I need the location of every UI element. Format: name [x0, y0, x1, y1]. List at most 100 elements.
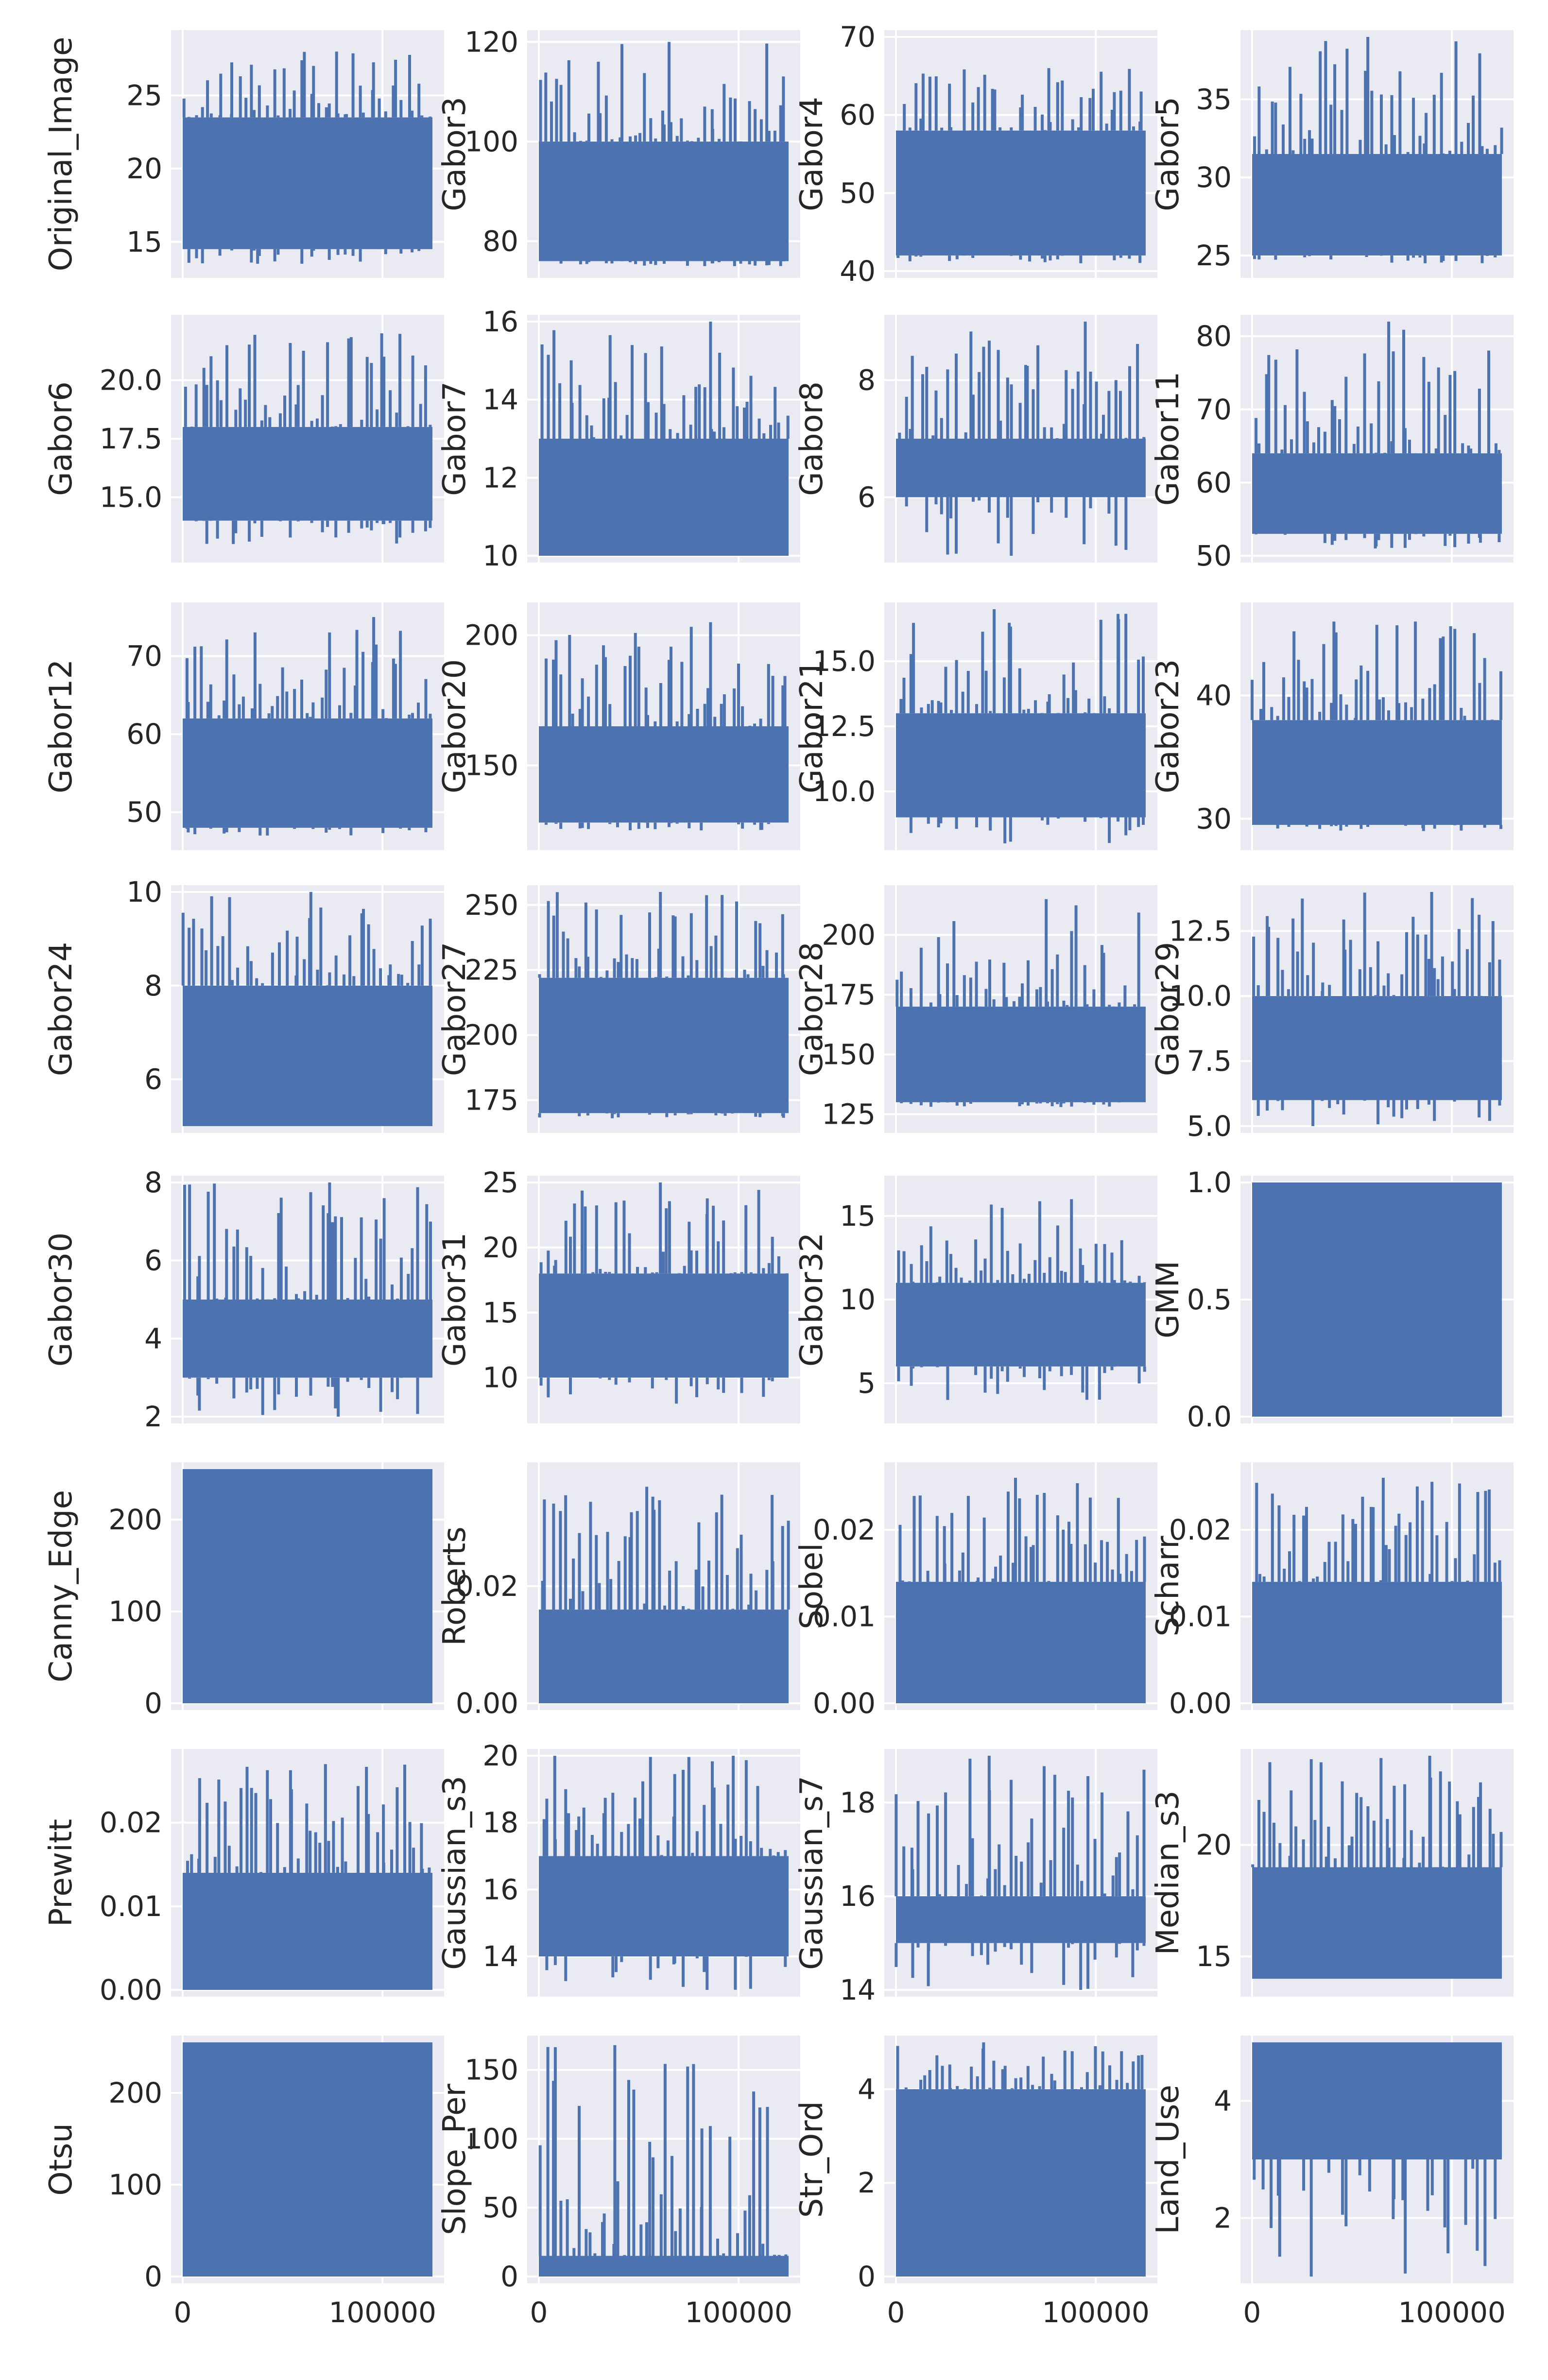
- y-tick-label: 0.00: [813, 1687, 876, 1720]
- y-axis-label: Sobel: [794, 1543, 830, 1629]
- signal-spikes: [539, 42, 785, 266]
- x-tick-label: 100000: [328, 2296, 436, 2329]
- y-tick-label: 0: [858, 2260, 876, 2293]
- y-tick-label: 15: [840, 1199, 876, 1233]
- signal-band: [1252, 2042, 1502, 2159]
- y-axis-label: Land_Use: [1150, 2085, 1186, 2234]
- x-tick-label: 100000: [1398, 2296, 1505, 2329]
- signal-band: [1252, 1182, 1502, 1417]
- y-tick-label: 50: [1196, 539, 1232, 572]
- signal-band: [896, 1582, 1146, 1703]
- y-tick-label: 6: [144, 1244, 162, 1277]
- signal-band: [896, 2089, 1146, 2277]
- signal-band: [539, 1273, 789, 1378]
- signal-band: [539, 1609, 789, 1703]
- y-tick-label: 0: [500, 2260, 518, 2293]
- y-tick-label: 200: [464, 619, 518, 652]
- signal-band: [539, 977, 789, 1113]
- y-tick-label: 30: [1196, 161, 1232, 194]
- signal-spikes: [898, 1477, 1146, 1582]
- y-tick-label: 50: [482, 2191, 518, 2224]
- y-tick-label: 8: [144, 1166, 162, 1199]
- y-tick-label: 60: [1196, 466, 1232, 499]
- y-tick-label: 150: [464, 749, 518, 782]
- signal-spikes: [1251, 1756, 1503, 1867]
- signal-band: [183, 985, 432, 1126]
- y-axis-label: Prewitt: [43, 1819, 79, 1927]
- y-tick-label: 0.0: [1187, 1400, 1232, 1433]
- y-axis-label: Gabor23: [1150, 659, 1186, 793]
- signal-spikes: [1251, 621, 1502, 831]
- panel-gabor6: 15.0 17.5 20.0 Gabor6: [43, 315, 444, 563]
- signal-spikes: [896, 68, 1143, 263]
- x-tick-label: 0: [1243, 2296, 1261, 2329]
- y-tick-label: 10: [482, 539, 518, 572]
- y-axis-label: Gabor21: [794, 659, 830, 793]
- y-axis-label: Gabor12: [43, 659, 79, 793]
- signal-band: [1252, 154, 1502, 256]
- panel-gabor32: 5 10 15 Gabor32: [794, 1176, 1157, 1423]
- y-tick-label: 12.5: [813, 710, 876, 743]
- y-axis-label: Original_Image: [43, 37, 79, 272]
- signal-band: [539, 2256, 789, 2277]
- y-tick-label: 16: [482, 1873, 518, 1906]
- y-tick-label: 0.02: [456, 1570, 518, 1603]
- signal-spikes: [1255, 1477, 1501, 1582]
- y-axis-label: Scharr: [1150, 1536, 1186, 1637]
- signal-band: [896, 1896, 1146, 1943]
- signal-band: [1252, 453, 1502, 534]
- signal-band: [896, 1007, 1146, 1102]
- panel-gmm: 0.0 0.5 1.0 GMM: [1150, 1166, 1514, 1433]
- y-tick-label: 200: [822, 919, 876, 952]
- y-axis-label: Str_Ord: [794, 2101, 830, 2218]
- signal-band: [539, 1856, 789, 1957]
- y-tick-label: 4: [144, 1322, 162, 1355]
- panel-gabor3: 80 100 120 Gabor3: [437, 25, 800, 278]
- y-axis-label: Gabor32: [794, 1233, 830, 1367]
- y-tick-label: 225: [464, 954, 518, 987]
- signal-spikes: [1255, 322, 1501, 548]
- y-tick-label: 8: [858, 364, 876, 397]
- signal-band: [896, 439, 1146, 497]
- panel-gaussian-s7: 14 16 18 Gaussian_s7: [794, 1749, 1157, 2006]
- signal-band: [183, 718, 432, 828]
- y-axis-label: Gabor11: [1150, 372, 1186, 506]
- y-axis-label: Gabor27: [437, 942, 473, 1076]
- signal-band: [1252, 720, 1502, 825]
- signal-spikes: [181, 892, 432, 986]
- y-tick-label: 80: [482, 224, 518, 257]
- y-tick-label: 50: [126, 796, 162, 829]
- x-tick-label: 100000: [1042, 2296, 1149, 2329]
- signal-band: [183, 2042, 432, 2277]
- signal-band: [1252, 996, 1502, 1100]
- y-tick-label: 12: [482, 461, 518, 494]
- y-tick-label: 60: [840, 99, 876, 132]
- panel-canny-edge: 0 100 200 Canny_Edge: [43, 1462, 444, 1720]
- y-axis-label: Gabor31: [437, 1233, 473, 1367]
- y-tick-label: 0: [144, 1687, 162, 1720]
- y-tick-label: 70: [1196, 393, 1232, 426]
- panel-str-ord: 0 2 4 Str_Ord 0 100000: [794, 2036, 1157, 2329]
- signal-band: [183, 117, 432, 249]
- y-axis-label: GMM: [1150, 1261, 1186, 1338]
- y-tick-label: 25: [482, 1166, 518, 1199]
- y-tick-label: 20: [126, 152, 162, 185]
- signal-spikes: [1253, 37, 1503, 263]
- signal-band: [183, 1300, 432, 1378]
- y-tick-label: 0.02: [813, 1513, 876, 1546]
- y-tick-label: 16: [840, 1880, 876, 1913]
- signal-spikes: [899, 609, 1145, 843]
- signal-spikes: [542, 622, 787, 831]
- y-axis-label: Gabor5: [1150, 97, 1186, 211]
- y-tick-label: 14: [482, 1940, 518, 1973]
- y-tick-label: 100: [464, 2122, 518, 2155]
- panel-gabor11: 50 60 70 80 Gabor11: [1150, 315, 1514, 572]
- y-tick-label: 30: [1196, 802, 1232, 835]
- y-tick-label: 0.00: [1169, 1687, 1232, 1720]
- x-tick-label: 0: [530, 2296, 548, 2329]
- signal-band: [183, 427, 432, 521]
- panel-gabor27: 175 200 225 250 Gabor27: [437, 885, 800, 1133]
